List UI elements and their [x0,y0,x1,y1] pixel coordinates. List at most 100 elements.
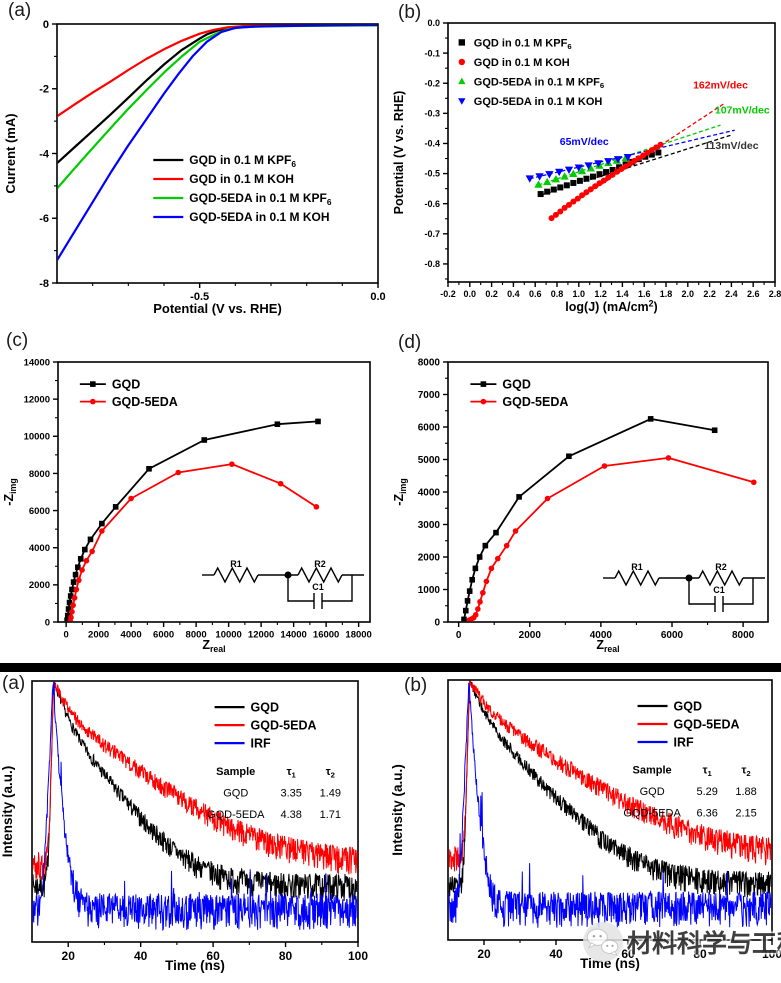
svg-text:40: 40 [134,949,148,963]
svg-text:8000: 8000 [29,469,50,480]
svg-text:12000: 12000 [24,394,50,405]
svg-text:-0.5: -0.5 [190,291,209,303]
svg-text:GQD: GQD [223,787,248,799]
svg-text:0.4: 0.4 [507,289,520,299]
svg-text:0.2: 0.2 [485,289,498,299]
svg-text:-0.4: -0.4 [424,139,440,149]
svg-text:-0.1: -0.1 [424,48,440,58]
svg-text:GQD: GQD [640,786,665,798]
axes: -0.2 0.0 0.2 0.4 0.6 0.8 1.0 1.2 1.4 1.6 1.8 2.0 2.2… [392,18,781,314]
svg-text:8000: 8000 [732,630,755,641]
series-layer [64,418,321,622]
panel-letter: (a) [2,673,26,694]
svg-text:3.35: 3.35 [280,787,301,799]
series-gqd [64,418,321,622]
svg-text:80: 80 [693,947,707,961]
svg-text:7000: 7000 [418,390,441,401]
svg-text:Current (mA): Current (mA) [3,113,18,193]
svg-text:1.71: 1.71 [320,809,341,821]
svg-text:2000: 2000 [88,630,109,641]
svg-text:2000: 2000 [519,630,542,641]
svg-text:0: 0 [43,19,49,31]
svg-text:2000: 2000 [29,580,50,591]
svg-text:-0.8: -0.8 [424,259,440,269]
svg-text:6.36: 6.36 [696,808,717,820]
svg-text:0.0: 0.0 [464,289,477,299]
svg-text:GQD-5EDA: GQD-5EDA [674,717,740,731]
svg-text:Sample: Sample [633,765,672,777]
legend: GQD GQD-5EDA [79,377,178,409]
svg-text:-0.5: -0.5 [424,169,440,179]
svg-text:Zreal: Zreal [202,638,225,654]
svg-text:4.38: 4.38 [280,809,301,821]
svg-text:GQD in 0.1 M KPF6: GQD in 0.1 M KPF6 [474,37,572,51]
svg-text:65mV/dec: 65mV/dec [560,136,609,148]
svg-text:Time (ns): Time (ns) [165,958,225,973]
nyquist-d-chart-canvas: 0 2000 4000 6000 8000 0 1000 2000 3000 4000 5000 60… [392,358,769,654]
svg-text:6000: 6000 [153,630,174,641]
series-gqd [448,680,772,898]
svg-text:C1: C1 [312,582,324,592]
svg-text:6000: 6000 [661,630,684,641]
svg-text:GQD-5EDA in 0.1 M KOH: GQD-5EDA in 0.1 M KOH [474,96,603,108]
svg-text:3000: 3000 [418,520,441,531]
svg-text:-0.2: -0.2 [424,78,440,88]
svg-text:1.8: 1.8 [660,289,673,299]
svg-text:2.15: 2.15 [735,808,756,820]
watermark: 材料科学与工程 [582,921,781,963]
series-fit-2 [538,124,721,186]
svg-text:10000: 10000 [215,630,241,641]
legend: GQD in 0.1 M KPF6 GQD in 0.1 M KOH GQD-5ED… [458,37,604,108]
nyquist-c-chart-canvas: 0 2000 4000 6000 8000 10000 12000 14000 16000 180… [2,357,372,654]
svg-text:-0.7: -0.7 [424,229,440,239]
svg-text:5.29: 5.29 [696,786,717,798]
svg-text:GQD in 0.1 M KPF6: GQD in 0.1 M KPF6 [189,153,296,169]
panel-letter: (c) [6,330,29,351]
svg-text:2000: 2000 [418,553,441,564]
svg-text:20: 20 [477,947,491,961]
svg-text:GQD: GQD [674,699,702,713]
svg-text:4000: 4000 [418,488,441,499]
series-gqd [32,681,358,902]
lsv-chart-canvas: -0.5 0.0 0 -2 -4 -6 -8 Potential (V vs. RHE) Cur… [3,19,386,316]
svg-text:GQD: GQD [112,377,140,391]
svg-text:τ2: τ2 [326,766,335,780]
svg-text:16000: 16000 [313,630,339,641]
slope-annotations: 65mV/dec 162mV/dec 107mV/dec 113mV/dec [560,80,770,152]
svg-text:Zreal: Zreal [596,638,619,654]
series-irf [32,681,358,932]
svg-text:0.0: 0.0 [370,291,385,303]
svg-text:-0.2: -0.2 [440,289,456,299]
series-layer [448,680,772,928]
legend: GQD GQD-5EDA IRF [637,699,740,749]
figure-divider [0,663,781,672]
svg-text:40: 40 [549,947,563,961]
svg-text:5000: 5000 [418,455,441,466]
svg-text:18000: 18000 [345,630,371,641]
svg-text:100: 100 [348,949,368,963]
svg-text:GQD: GQD [502,377,530,391]
legend: GQD in 0.1 M KPF6 GQD in 0.1 M KOH GQD-5ED… [153,153,332,224]
series-gqd-5eda [466,455,757,622]
svg-text:GQD-5EDA: GQD-5EDA [112,395,178,409]
svg-text:100: 100 [762,947,781,961]
svg-text:60: 60 [621,947,635,961]
svg-text:4000: 4000 [590,630,613,641]
svg-text:1.2: 1.2 [594,289,607,299]
svg-text:τ1: τ1 [287,766,297,780]
svg-text:IRF: IRF [251,736,272,750]
svg-text:IRF: IRF [674,735,695,749]
svg-text:113mV/dec: 113mV/dec [704,140,758,152]
axes: 0 2000 4000 6000 8000 10000 12000 14000 16000 180… [2,357,372,654]
svg-text:GQD-5EDA: GQD-5EDA [623,808,681,820]
svg-text:Potential (V vs. RHE): Potential (V vs. RHE) [392,91,406,215]
panel-letter: (b) [404,675,428,696]
svg-text:60: 60 [206,949,220,963]
svg-text:R1: R1 [230,559,242,569]
series-gqd-5eda [32,681,358,880]
svg-text:0.8: 0.8 [551,289,564,299]
